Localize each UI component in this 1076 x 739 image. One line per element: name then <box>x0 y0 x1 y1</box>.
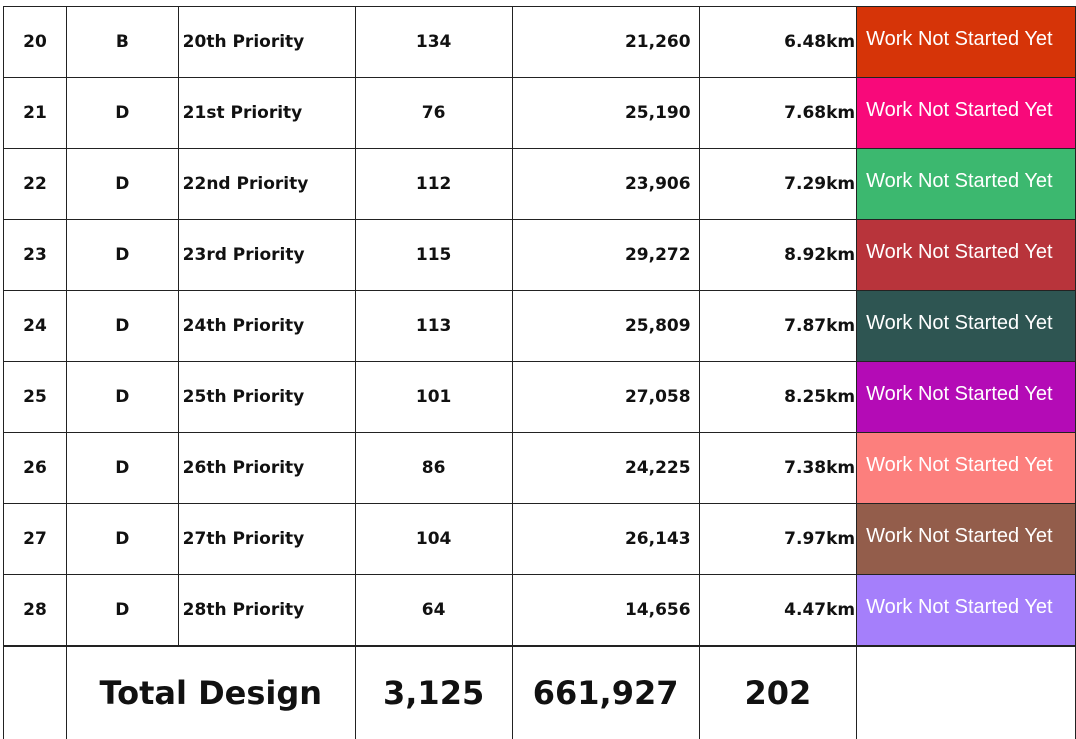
table-row: 22 D 22nd Priority 112 23,906 7.29km Work Not … <box>3 148 1076 220</box>
table-row: 24 D 24th Priority 113 25,809 7.87km Work Not … <box>3 290 1076 362</box>
row-status: Work Not Started Yet <box>856 503 1076 575</box>
row-value: 27,058 <box>511 361 700 433</box>
row-count: 86 <box>354 432 513 504</box>
row-priority: 20th Priority <box>177 6 356 78</box>
row-number: 22 <box>3 148 67 220</box>
row-status: Work Not Started Yet <box>856 290 1076 362</box>
table-row: 23 D 23rd Priority 115 29,272 8.92km Work Not … <box>3 219 1076 291</box>
total-row: Total Design 3,125 661,927 202 <box>3 645 1076 739</box>
row-number: 23 <box>3 219 67 291</box>
row-priority: 21st Priority <box>177 77 356 149</box>
row-length: 7.97km <box>698 503 858 575</box>
table-row: 20 B 20th Priority 134 21,260 6.48km Work Not … <box>3 6 1076 78</box>
row-class: D <box>65 77 179 149</box>
row-priority: 28th Priority <box>177 574 356 647</box>
row-status: Work Not Started Yet <box>856 432 1076 504</box>
row-priority: 25th Priority <box>177 361 356 433</box>
total-label: Total Design <box>65 645 356 739</box>
row-count: 104 <box>354 503 513 575</box>
row-class: D <box>65 503 179 575</box>
row-class: D <box>65 148 179 220</box>
row-priority: 23rd Priority <box>177 219 356 291</box>
row-status: Work Not Started Yet <box>856 219 1076 291</box>
row-status: Work Not Started Yet <box>856 361 1076 433</box>
row-count: 115 <box>354 219 513 291</box>
row-status: Work Not Started Yet <box>856 77 1076 149</box>
row-class: D <box>65 290 179 362</box>
table-row: 28 D 28th Priority 64 14,656 4.47km Work Not S… <box>3 574 1076 647</box>
table-row: 21 D 21st Priority 76 25,190 7.68km Work Not S… <box>3 77 1076 149</box>
row-value: 14,656 <box>511 574 700 647</box>
row-length: 4.47km <box>698 574 858 647</box>
row-value: 21,260 <box>511 6 700 78</box>
row-class: D <box>65 219 179 291</box>
row-length: 7.87km <box>698 290 858 362</box>
row-count: 134 <box>354 6 513 78</box>
total-count: 3,125 <box>354 645 513 739</box>
row-number: 25 <box>3 361 67 433</box>
priority-table: 20 B 20th Priority 134 21,260 6.48km Work Not … <box>3 6 1076 739</box>
row-priority: 24th Priority <box>177 290 356 362</box>
total-status-empty-cell <box>856 645 1076 739</box>
row-value: 26,143 <box>511 503 700 575</box>
priority-table-body: 20 B 20th Priority 134 21,260 6.48km Work Not … <box>3 6 1076 647</box>
row-count: 76 <box>354 77 513 149</box>
row-value: 25,809 <box>511 290 700 362</box>
table-row: 27 D 27th Priority 104 26,143 7.97km Work Not … <box>3 503 1076 575</box>
table-row: 26 D 26th Priority 86 24,225 7.38km Work Not S… <box>3 432 1076 504</box>
row-length: 8.92km <box>698 219 858 291</box>
row-length: 8.25km <box>698 361 858 433</box>
row-length: 7.68km <box>698 77 858 149</box>
total-empty-cell <box>3 645 67 739</box>
total-value: 661,927 <box>511 645 700 739</box>
row-class: B <box>65 6 179 78</box>
row-count: 64 <box>354 574 513 647</box>
row-value: 23,906 <box>511 148 700 220</box>
total-section: Total Design 3,125 661,927 202 <box>3 645 1076 739</box>
row-length: 7.38km <box>698 432 858 504</box>
table-row: 25 D 25th Priority 101 27,058 8.25km Work Not … <box>3 361 1076 433</box>
row-number: 20 <box>3 6 67 78</box>
row-status: Work Not Started Yet <box>856 6 1076 78</box>
row-priority: 27th Priority <box>177 503 356 575</box>
row-value: 29,272 <box>511 219 700 291</box>
row-number: 24 <box>3 290 67 362</box>
row-count: 112 <box>354 148 513 220</box>
row-status: Work Not Started Yet <box>856 148 1076 220</box>
row-number: 26 <box>3 432 67 504</box>
row-length: 7.29km <box>698 148 858 220</box>
row-count: 113 <box>354 290 513 362</box>
row-value: 25,190 <box>511 77 700 149</box>
row-class: D <box>65 574 179 647</box>
row-number: 27 <box>3 503 67 575</box>
row-class: D <box>65 361 179 433</box>
row-number: 21 <box>3 77 67 149</box>
row-priority: 26th Priority <box>177 432 356 504</box>
row-status: Work Not Started Yet <box>856 574 1076 647</box>
row-number: 28 <box>3 574 67 647</box>
row-value: 24,225 <box>511 432 700 504</box>
row-count: 101 <box>354 361 513 433</box>
row-class: D <box>65 432 179 504</box>
total-length: 202 <box>698 645 858 739</box>
row-length: 6.48km <box>698 6 858 78</box>
row-priority: 22nd Priority <box>177 148 356 220</box>
